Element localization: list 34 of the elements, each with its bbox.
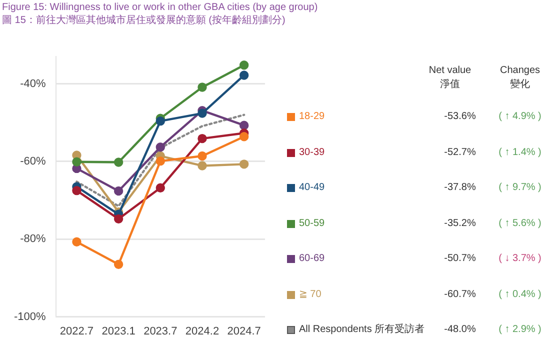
legend-label: 60-69	[299, 252, 325, 266]
chart-subtitle: 圖 15：前往大灣區其他城市居住或發展的意願 (按年齡組別劃分)	[2, 14, 286, 27]
text: -50.7%	[443, 252, 477, 266]
text: -53.6%	[443, 110, 477, 124]
legend-label: ≧ 70	[299, 288, 322, 302]
text: ( ↑ 1.4% )	[498, 146, 542, 160]
x-tick-label: 2023.1	[102, 325, 136, 338]
text: ( ↓ 3.7% )	[498, 252, 542, 266]
text: ( ↑ 9.7% )	[498, 181, 542, 195]
text: -37.8%	[443, 181, 477, 195]
text: Net value 淨值	[428, 64, 472, 92]
text: -48.0%	[443, 323, 477, 337]
y-tick-label: -60%	[20, 155, 46, 168]
x-tick-label: 2024.7	[227, 325, 261, 338]
x-tick-label: 2023.7	[144, 325, 178, 338]
text: -52.7%	[443, 146, 477, 160]
legend-label: 18-29	[299, 110, 325, 124]
chart-title: Figure 15: Willingness to live or work in other GBA cities (by age group)	[2, 1, 318, 14]
legend-label: 50-59	[299, 216, 325, 230]
legend-label: 40-49	[299, 181, 325, 195]
text: ( ↑ 4.9% )	[498, 110, 542, 124]
text: ( ↑ 5.6% )	[498, 216, 542, 230]
y-tick-label: -40%	[20, 78, 46, 90]
text: -60.7%	[443, 288, 477, 302]
text: Changes 變化	[498, 64, 542, 92]
x-tick-label: 2022.7	[60, 325, 94, 338]
legend-label: 30-39	[299, 146, 325, 160]
legend-label: All Respondents 所有受訪者	[299, 323, 425, 337]
x-tick-label: 2024.2	[185, 325, 220, 338]
y-tick-label: -100%	[14, 310, 46, 323]
text: ( ↑ 2.9% )	[498, 323, 542, 337]
text: ( ↑ 0.4% )	[498, 288, 542, 302]
text: -35.2%	[443, 216, 477, 230]
y-tick-label: -80%	[20, 233, 46, 246]
